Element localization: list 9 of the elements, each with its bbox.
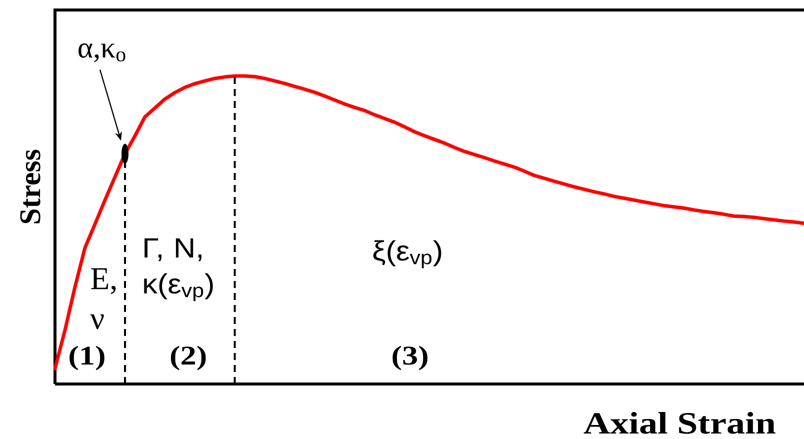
- annotation: E, ν: [90, 268, 116, 330]
- x-axis-title: Axial Strain: [584, 412, 776, 434]
- text: α,κ$_{o}$: [78, 43, 126, 62]
- annotation: (3): [392, 346, 428, 370]
- annotation: Γ, N, κ(ε$_{vp}$): [144, 238, 213, 302]
- annotation: ξ(ε$_{vp}$): [373, 240, 442, 268]
- annotation: (1): [70, 346, 104, 370]
- annotation: (2): [170, 346, 206, 370]
- y-axis-title: Stress: [20, 150, 40, 224]
